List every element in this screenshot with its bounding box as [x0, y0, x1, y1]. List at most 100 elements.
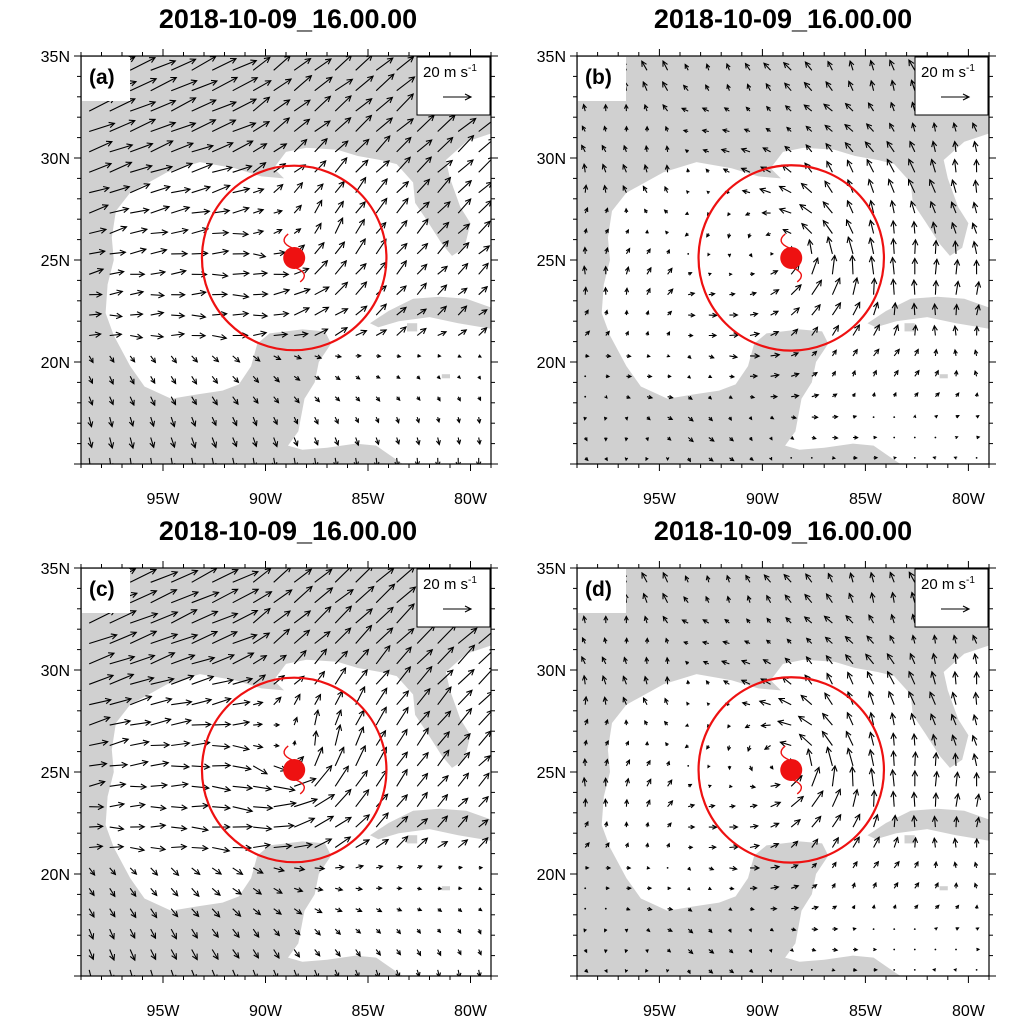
- wind-vector: [478, 795, 489, 808]
- wind-vector: [707, 907, 712, 912]
- wind-vector: [791, 884, 800, 890]
- wind-vector: [211, 569, 239, 583]
- wind-vector: [396, 603, 415, 624]
- wind-vector: [191, 928, 198, 939]
- wind-vector: [832, 905, 838, 910]
- wind-vector: [953, 771, 961, 787]
- wind-vector: [334, 907, 343, 913]
- wind-vector: [909, 140, 916, 153]
- wind-vector: [109, 969, 115, 976]
- wind-vector: [769, 436, 773, 441]
- wind-vector: [708, 886, 712, 890]
- wind-vector: [601, 163, 607, 173]
- wind-vector: [109, 249, 127, 256]
- wind-vector: [873, 323, 880, 336]
- wind-vector: [749, 823, 759, 830]
- wind-vector: [314, 670, 326, 685]
- wind-vector: [150, 269, 167, 277]
- wind-vector: [334, 241, 346, 255]
- wind-vector: [603, 103, 609, 112]
- wind-vector: [749, 272, 756, 277]
- wind-vector: [581, 163, 588, 173]
- wind-vector: [416, 818, 429, 828]
- wind-vector: [605, 374, 611, 379]
- wind-vector: [457, 329, 468, 336]
- wind-vector: [273, 99, 291, 112]
- wind-vector: [791, 372, 800, 378]
- wind-vector: [130, 289, 145, 297]
- wind-vector: [191, 721, 213, 728]
- wind-vector: [355, 648, 370, 665]
- wind-vector: [375, 949, 382, 956]
- wind-vector: [437, 201, 451, 214]
- wind-vector: [770, 801, 782, 808]
- wind-vector: [375, 416, 380, 424]
- wind-vector: [893, 416, 896, 418]
- wind-vector: [778, 185, 792, 194]
- wind-vector: [437, 686, 452, 706]
- wind-vector: [375, 627, 394, 644]
- wind-vector: [605, 330, 610, 336]
- wind-vector: [585, 354, 590, 358]
- wind-vector: [873, 301, 880, 316]
- lon-tick-label: 95W: [643, 491, 677, 508]
- wind-vector: [890, 219, 897, 234]
- wind-vector: [170, 908, 179, 918]
- lon-tick-label: 95W: [147, 1003, 181, 1020]
- wind-vector: [273, 143, 288, 153]
- wind-vector: [211, 887, 221, 897]
- wind-vector: [293, 138, 308, 153]
- wind-vector: [171, 312, 186, 319]
- reference-vector-label: 20 m s-1: [921, 575, 975, 593]
- wind-vector: [212, 743, 231, 750]
- wind-vector: [130, 654, 156, 665]
- wind-vector: [293, 817, 316, 828]
- wind-vector: [211, 184, 231, 194]
- wind-vector: [974, 280, 982, 295]
- wind-vector: [191, 908, 200, 918]
- wind-vector: [603, 286, 609, 295]
- wind-vector: [355, 218, 365, 234]
- wind-vector: [790, 840, 799, 848]
- wind-vector: [844, 123, 854, 132]
- lon-tick-label: 85W: [849, 491, 883, 508]
- wind-vector: [416, 263, 428, 275]
- wind-vector: [581, 144, 586, 153]
- wind-vector: [191, 185, 212, 194]
- wind-vector: [335, 886, 344, 892]
- wind-vector: [129, 908, 137, 919]
- wind-vector: [705, 168, 710, 173]
- wind-vector: [88, 355, 94, 364]
- wind-vector: [831, 882, 836, 889]
- wind-vector: [604, 309, 609, 316]
- wind-vector: [191, 99, 217, 112]
- wind-vector: [130, 100, 157, 112]
- wind-vector: [191, 591, 220, 604]
- wind-vector: [722, 640, 730, 646]
- wind-vector: [975, 969, 978, 971]
- reference-vector-label: 20 m s-1: [423, 63, 477, 81]
- wind-vector: [870, 789, 878, 807]
- wind-vector: [645, 968, 649, 973]
- wind-vector: [952, 140, 959, 152]
- wind-vector: [476, 437, 482, 446]
- wind-vector: [769, 457, 773, 461]
- wind-vector: [457, 117, 477, 132]
- wind-vector: [805, 573, 813, 583]
- land-mass: [939, 886, 948, 891]
- wind-vector: [395, 437, 401, 446]
- wind-vector: [334, 116, 352, 132]
- wind-vector: [355, 305, 368, 316]
- wind-vector: [701, 107, 710, 113]
- wind-vector: [252, 416, 258, 427]
- wind-vector: [109, 908, 116, 918]
- wind-vector: [478, 309, 488, 316]
- wind-vector: [171, 843, 188, 851]
- wind-vector: [974, 303, 981, 316]
- wind-vector: [456, 969, 462, 976]
- wind-vector: [798, 733, 813, 746]
- wind-vector: [355, 769, 368, 787]
- wind-vector: [646, 354, 651, 358]
- lat-tick-label: 35N: [537, 49, 566, 66]
